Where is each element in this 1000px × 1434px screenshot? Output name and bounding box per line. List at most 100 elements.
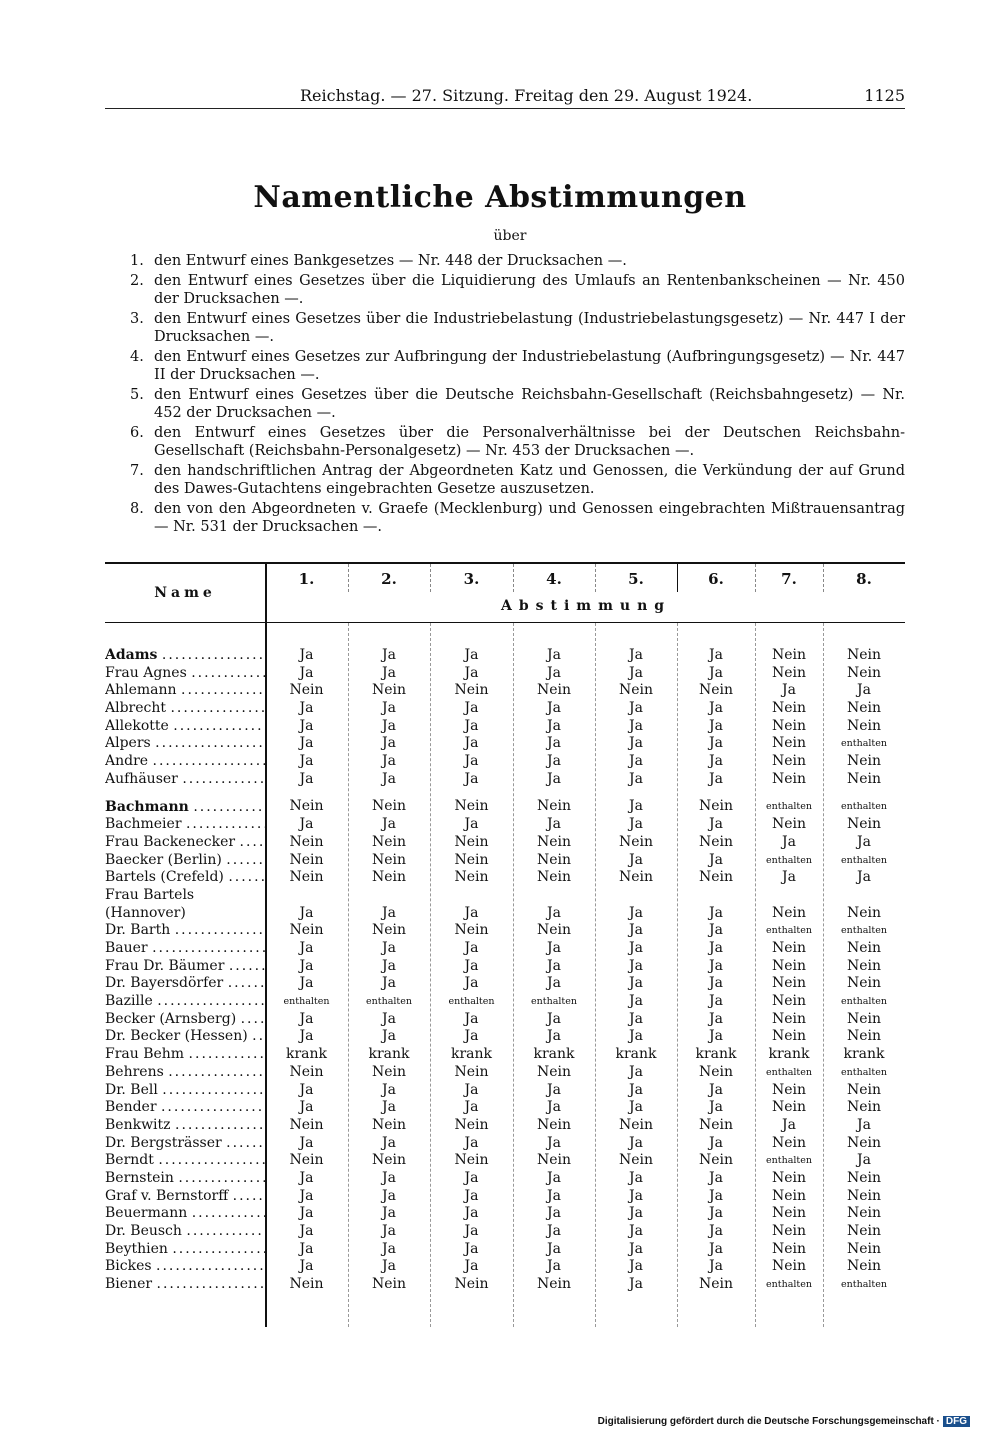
vote-cell: Nein bbox=[698, 833, 734, 850]
vote-cell: Ja bbox=[464, 700, 479, 717]
vote-cell: Nein bbox=[771, 940, 807, 956]
member-name: Dr. Becker (Hessen) ....................… bbox=[105, 1028, 265, 1045]
vote-cell: enthalten bbox=[841, 1066, 887, 1078]
member-name: Beuermann .......................... bbox=[105, 1205, 265, 1222]
vote-cell: Nein bbox=[371, 1116, 407, 1133]
table-row: Frau Behm .......................... kran… bbox=[105, 1046, 905, 1064]
vote-cell: Nein bbox=[771, 1223, 807, 1239]
member-name: Bauer .......................... bbox=[105, 940, 265, 957]
vote-cell: krank bbox=[615, 1046, 657, 1063]
vote-cell: Nein bbox=[289, 1116, 324, 1133]
vote-cell: Nein bbox=[771, 646, 807, 663]
vote-cell: Ja bbox=[464, 1223, 479, 1239]
vote-cell: Ja bbox=[464, 1081, 479, 1098]
abstimmung-header: Abstimmung bbox=[500, 598, 672, 614]
table-row: Aufhäuser .......................... Ja Ja… bbox=[105, 771, 905, 789]
vote-cell: Nein bbox=[771, 1028, 807, 1045]
vote-cell: Ja bbox=[382, 1169, 396, 1186]
vote-cell: Nein bbox=[846, 904, 882, 921]
vote-cell: Nein bbox=[536, 833, 572, 850]
item-number: 2. bbox=[130, 272, 144, 289]
vote-cell: enthalten bbox=[766, 1066, 812, 1078]
vote-cell: Ja bbox=[629, 957, 643, 974]
vote-cell: Nein bbox=[771, 1240, 807, 1257]
vote-cell: krank bbox=[843, 1046, 885, 1063]
item-number: 3. bbox=[130, 310, 144, 327]
vote-cell: Ja bbox=[382, 1223, 396, 1239]
vote-cell: Ja bbox=[382, 1205, 396, 1222]
vote-cell: Nein bbox=[846, 646, 882, 663]
vote-cell: Ja bbox=[857, 682, 871, 699]
vote-cell: Ja bbox=[547, 1169, 561, 1186]
member-name: Berndt .......................... bbox=[105, 1152, 265, 1169]
vote-cell: enthalten bbox=[366, 996, 412, 1008]
vote-cell: Nein bbox=[846, 1099, 882, 1116]
vote-cell: Nein bbox=[289, 833, 324, 850]
vote-table: Name Abstimmung 1. 2. 3. 4. 5. 6. 7. 8. Adams .… bbox=[105, 562, 905, 1327]
vote-cell: Ja bbox=[709, 993, 723, 1010]
header-text: Reichstag. — 27. Sitzung. Freitag den 29… bbox=[300, 86, 753, 105]
vote-cell: Nein bbox=[454, 851, 489, 868]
member-name: Frau Behm .......................... bbox=[105, 1046, 265, 1063]
column-header: 4. bbox=[546, 570, 562, 588]
table-row: Bartels (Crefeld) ......................… bbox=[105, 869, 905, 887]
vote-cell: Ja bbox=[299, 753, 314, 770]
vote-cell: Ja bbox=[299, 975, 314, 992]
vote-cell: Nein bbox=[454, 1116, 489, 1133]
table-row: Berndt .......................... Nein Nei… bbox=[105, 1152, 905, 1170]
vote-cell: Ja bbox=[547, 975, 561, 992]
vote-cell: Ja bbox=[709, 646, 723, 663]
table-row: Bachmann .......................... Nein N… bbox=[105, 798, 905, 817]
vote-cell: Ja bbox=[629, 646, 643, 663]
vote-cell: Nein bbox=[771, 957, 807, 974]
vote-cell: Nein bbox=[846, 1240, 882, 1257]
member-name: Baecker (Berlin) .......................… bbox=[105, 851, 265, 868]
table-row: Bickes .......................... Ja Ja Ja J… bbox=[105, 1258, 905, 1276]
vote-cell: Ja bbox=[547, 1205, 561, 1222]
vote-cell: Nein bbox=[846, 770, 882, 787]
vote-cell: Ja bbox=[464, 646, 479, 663]
table-row: Biener .......................... Nein Nei… bbox=[105, 1276, 905, 1294]
item-text: den Entwurf eines Gesetzes über die Deut… bbox=[154, 386, 905, 422]
vote-cell: Ja bbox=[782, 1116, 796, 1133]
vote-cell: enthalten bbox=[531, 996, 577, 1008]
table-row: Allekotte .......................... Ja Ja… bbox=[105, 718, 905, 736]
vote-cell: Ja bbox=[629, 1134, 643, 1151]
vote-cell: Ja bbox=[709, 1099, 723, 1116]
vote-cell: Nein bbox=[771, 1258, 807, 1275]
member-name: Bickes .......................... bbox=[105, 1258, 265, 1275]
vote-cell: Ja bbox=[709, 1028, 723, 1045]
vote-cell: Ja bbox=[299, 1205, 314, 1222]
vote-cell: Ja bbox=[709, 1223, 723, 1239]
table-row: Adams .......................... Ja Ja Ja Ja… bbox=[105, 647, 905, 665]
vote-cell: Ja bbox=[382, 975, 396, 992]
vote-cell: Ja bbox=[382, 664, 396, 681]
vote-cell: Ja bbox=[629, 753, 643, 770]
vote-cell: Ja bbox=[464, 770, 479, 787]
vote-cell: Nein bbox=[454, 1152, 489, 1169]
vote-cell: Ja bbox=[464, 940, 479, 956]
vote-cell: Nein bbox=[536, 1116, 572, 1133]
vote-cell: Nein bbox=[846, 1187, 882, 1204]
vote-cell: Ja bbox=[709, 1081, 723, 1098]
vote-cell: Ja bbox=[547, 1187, 561, 1204]
vote-cell: Ja bbox=[709, 1240, 723, 1257]
vote-cell: Ja bbox=[629, 940, 643, 956]
vote-cell: Nein bbox=[618, 833, 654, 850]
column-header: 6. bbox=[708, 570, 724, 588]
vote-cell: Nein bbox=[846, 1258, 882, 1275]
vote-cell: Ja bbox=[382, 753, 396, 770]
running-header: Reichstag. — 27. Sitzung. Freitag den 29… bbox=[105, 86, 905, 109]
vote-cell: krank bbox=[768, 1046, 810, 1063]
column-header: 8. bbox=[856, 570, 872, 588]
vote-cell: Nein bbox=[454, 798, 489, 815]
item-text: den handschriftlichen Antrag der Abgeord… bbox=[154, 462, 905, 498]
item-text: den Entwurf eines Bankgesetzes — Nr. 448… bbox=[154, 253, 627, 269]
vote-cell: Ja bbox=[382, 735, 396, 752]
vote-cell: Ja bbox=[464, 1187, 479, 1204]
page-title: Namentliche Abstimmungen bbox=[253, 180, 747, 215]
vote-cell: Ja bbox=[629, 700, 643, 717]
vote-cell: Nein bbox=[536, 851, 572, 868]
vote-cell: Ja bbox=[629, 975, 643, 992]
member-name: Dr. Bayersdörfer .......................… bbox=[105, 975, 265, 992]
